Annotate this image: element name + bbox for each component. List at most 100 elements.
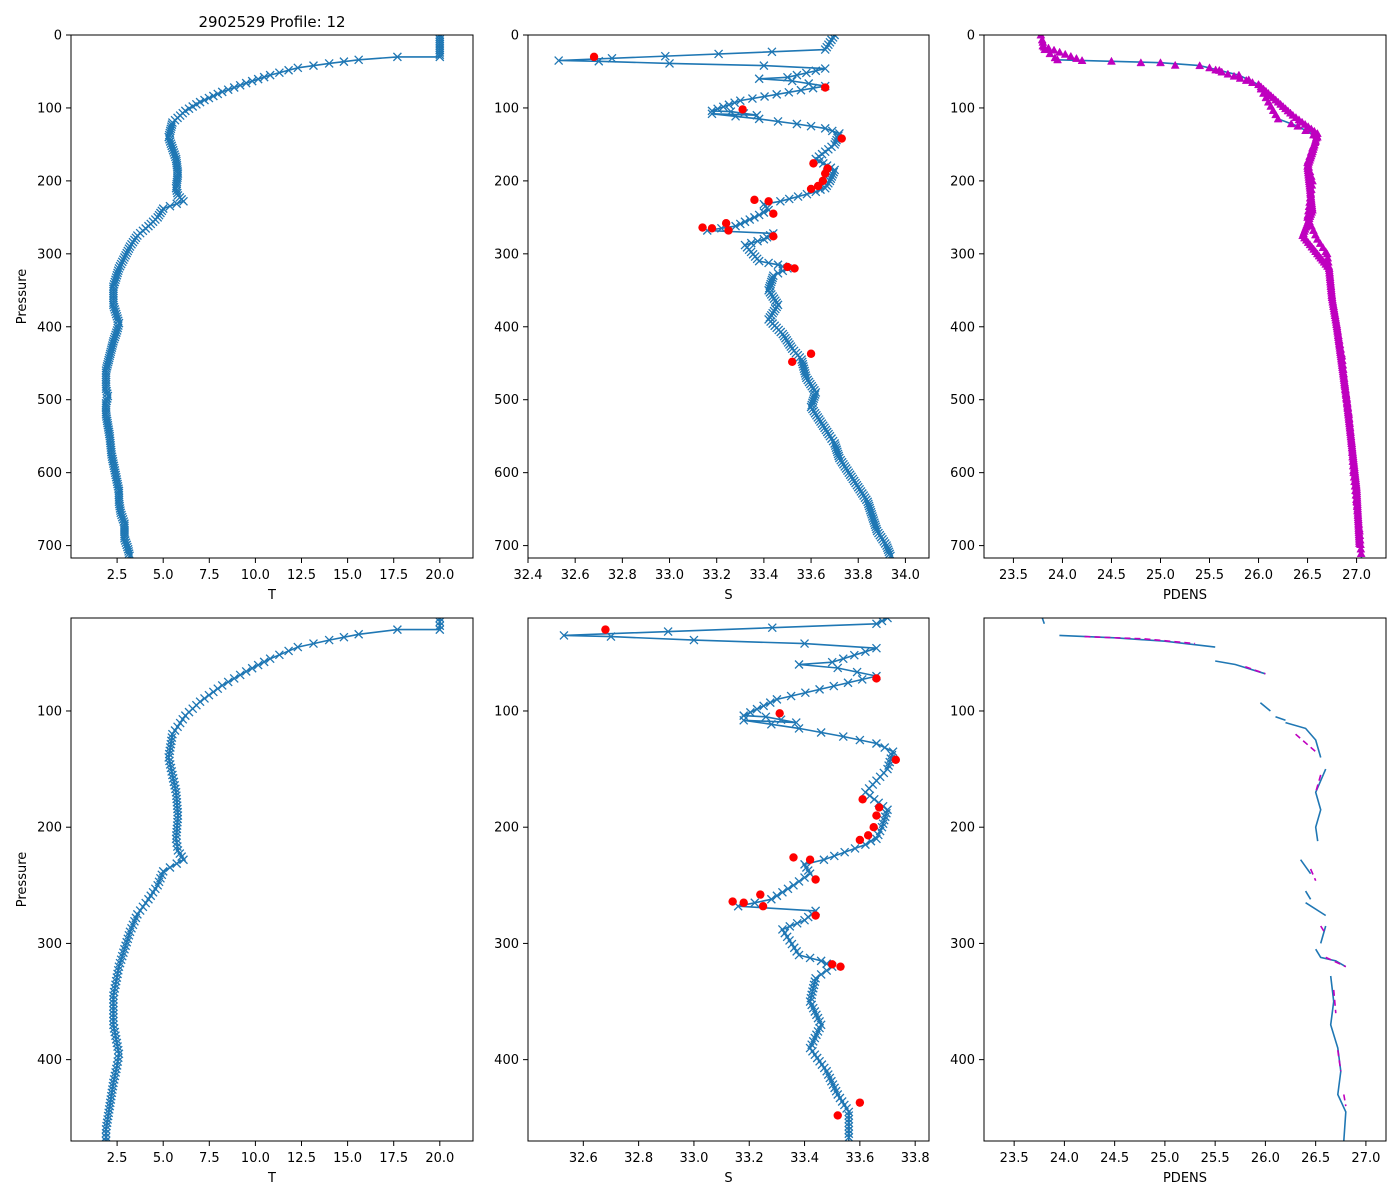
x-tick-label: 26.5	[1293, 568, 1322, 583]
S-marker	[794, 950, 804, 960]
T-marker	[247, 76, 257, 86]
T-marker	[101, 401, 111, 411]
S-marker	[775, 196, 785, 206]
S-marker	[820, 64, 830, 74]
T-marker	[223, 85, 233, 95]
S-line	[558, 35, 893, 558]
T-marker	[435, 41, 445, 51]
flag-point-11	[805, 855, 815, 864]
S-marker	[606, 632, 616, 642]
flag-point-2	[775, 709, 784, 718]
T-marker	[101, 1128, 111, 1138]
T-marker	[241, 667, 251, 676]
flag-point-21	[787, 357, 797, 366]
S-marker	[750, 898, 760, 908]
chart-pdens-bottom: 23.5 24.0 24.5 25.0 25.5 26.0 26.5 27.0 100 200 30…	[950, 617, 1387, 1186]
flag-density-segment-5	[1320, 925, 1327, 935]
y-tick-label: 400	[37, 320, 62, 335]
flag-density-marker	[1247, 77, 1257, 86]
S-marker	[789, 880, 798, 890]
y-tick-label: 600	[37, 466, 62, 481]
flag-density-marker	[1211, 65, 1221, 74]
T-marker	[109, 1074, 119, 1084]
T-marker	[435, 45, 445, 55]
plot-area-s-top	[554, 35, 895, 558]
y-tick-label: 100	[37, 704, 62, 719]
T-marker	[284, 65, 294, 75]
x-axis-label: T	[267, 588, 276, 603]
T-marker	[108, 1005, 118, 1015]
S-marker	[844, 1132, 854, 1141]
flag-density-segment-1	[1245, 666, 1266, 675]
T-marker	[164, 749, 174, 759]
S-marker	[838, 732, 848, 742]
T-marker	[235, 80, 245, 90]
T-marker	[110, 1027, 120, 1037]
T-marker	[112, 973, 122, 983]
x-tick-label: 20.0	[425, 568, 454, 583]
S-marker	[773, 116, 783, 126]
y-axis-label: Pressure	[15, 852, 30, 908]
y-tick-label: 200	[37, 821, 62, 836]
T-marker	[122, 248, 132, 258]
x-tick-label: 25.0	[1146, 568, 1175, 583]
flag-density-segment-4	[1309, 868, 1317, 882]
T-marker	[324, 635, 334, 645]
S-marker	[787, 76, 797, 86]
y-tick-label: 600	[950, 466, 975, 481]
S-marker	[765, 698, 775, 708]
T-marker	[165, 759, 175, 769]
S-marker	[745, 215, 755, 225]
S-marker	[871, 643, 881, 653]
T-marker	[121, 250, 131, 260]
S-marker	[829, 851, 839, 861]
S-marker	[808, 983, 818, 993]
flag-density-marker	[1038, 41, 1048, 50]
S-marker	[811, 66, 821, 76]
S-marker	[739, 715, 749, 725]
y-tick-label: 500	[37, 393, 62, 408]
S-marker	[760, 92, 770, 101]
T-marker	[110, 1071, 120, 1081]
flag-point-15	[756, 890, 765, 899]
flag-density-marker	[1241, 75, 1251, 84]
x-tick-label: 32.8	[624, 1151, 653, 1166]
T-marker	[213, 89, 223, 99]
S-marker	[783, 72, 792, 82]
T-marker	[259, 72, 269, 82]
flag-point-12	[811, 875, 820, 884]
T-marker	[171, 831, 181, 840]
y-tick-label: 500	[494, 393, 519, 408]
flag-point-16	[724, 226, 733, 235]
T-marker	[111, 1064, 121, 1074]
T-marker	[112, 1038, 122, 1048]
T-marker	[111, 1034, 121, 1044]
T-marker	[114, 490, 124, 500]
T-marker	[108, 994, 118, 1004]
PDENS-marker	[1356, 548, 1366, 557]
plot-area-d-bottom	[1041, 618, 1347, 1141]
T-marker	[208, 91, 218, 101]
flag-point-8	[813, 181, 823, 191]
T-marker	[339, 57, 349, 67]
x-tick-label: 25.5	[1195, 568, 1224, 583]
x-axis-label: S	[724, 588, 732, 603]
y-tick-label: 100	[37, 101, 62, 116]
T-marker	[435, 52, 445, 62]
flag-density-marker	[1077, 56, 1087, 64]
T-marker	[200, 693, 209, 703]
flag-point-11	[764, 197, 773, 206]
S-marker	[754, 210, 764, 220]
T-marker	[118, 255, 128, 265]
T-marker	[229, 673, 239, 683]
x-tick-label: 2.5	[107, 568, 128, 583]
T-marker	[138, 902, 148, 912]
x-tick-label: 12.5	[287, 1151, 316, 1166]
y-tick-label: 100	[950, 704, 975, 719]
y-tick-label: 400	[950, 1053, 975, 1068]
PDENS-segment-10	[1319, 925, 1327, 944]
PDENS-segment-0	[1041, 618, 1046, 625]
T-marker	[435, 621, 445, 631]
S-marker	[752, 704, 762, 714]
T-marker	[108, 998, 118, 1008]
